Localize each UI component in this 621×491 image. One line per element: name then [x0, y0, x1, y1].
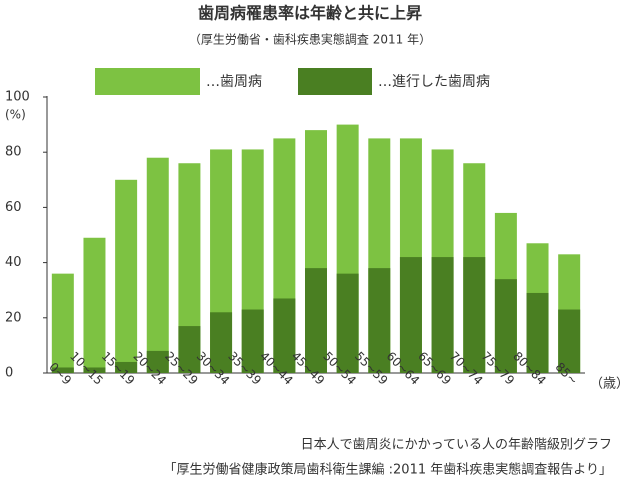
y-tick-label: 80	[5, 145, 22, 160]
bar	[273, 298, 296, 373]
y-axis-label: (%)	[5, 108, 26, 122]
bar	[558, 309, 581, 373]
bar	[115, 179, 138, 373]
bar	[178, 326, 201, 373]
x-axis-label: （歳）	[590, 377, 621, 392]
legend-label: …進行した歯周病	[378, 74, 490, 90]
bar	[51, 273, 74, 373]
chart-subtitle: （厚生労働省・歯科疾患実態調査 2011 年）	[189, 32, 431, 47]
y-tick-label: 40	[5, 255, 22, 270]
bar	[526, 292, 549, 373]
bar	[51, 367, 74, 373]
bar	[115, 361, 138, 373]
legend-swatch	[95, 68, 200, 95]
bar	[305, 268, 327, 373]
bar	[463, 257, 486, 373]
y-tick-label: 100	[5, 90, 30, 105]
bar	[241, 309, 264, 373]
chart-title: 歯周病罹患率は年齢と共に上昇	[198, 4, 422, 23]
bar	[83, 367, 106, 373]
bar	[399, 257, 422, 373]
bar	[146, 157, 169, 373]
bar	[178, 163, 201, 373]
legend-label: …歯周病	[206, 74, 262, 90]
bar	[83, 237, 106, 373]
y-tick-label: 0	[5, 366, 13, 381]
note: 日本人で歯周炎にかかっている人の年齢階級別グラフ	[301, 438, 612, 453]
bar	[210, 312, 233, 373]
legend-swatch	[298, 68, 372, 95]
bar	[336, 273, 359, 373]
y-tick-label: 60	[5, 200, 22, 215]
bar	[494, 279, 517, 373]
bar	[146, 350, 169, 373]
y-tick-label: 20	[5, 310, 22, 325]
bar	[368, 268, 391, 373]
bar	[431, 257, 454, 373]
note: 「厚生労働省健康政策局歯科衛生課編 :2011 年歯科疾患実態調査報告より」	[164, 462, 612, 478]
